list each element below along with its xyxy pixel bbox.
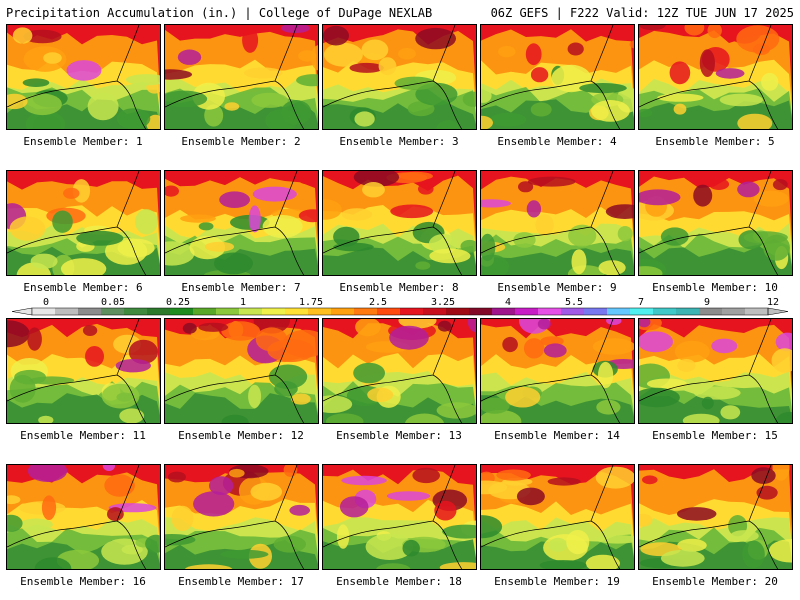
ensemble-member-label: Ensemble Member: 3 [339,135,459,148]
ensemble-member-label: Ensemble Member: 7 [181,281,301,294]
colorbar-swatch [124,308,148,315]
ensemble-member-label: Ensemble Member: 15 [652,429,778,442]
colorbar-swatch [262,308,286,315]
ensemble-member-label: Ensemble Member: 4 [497,135,617,148]
colorbar-tick-label: 0.25 [166,297,190,308]
colorbar-tick-label: 3.25 [431,297,455,308]
ensemble-member-map [164,24,319,130]
ensemble-member-map [480,24,635,130]
ensemble-member-map [322,318,477,424]
colorbar-swatch [722,308,746,315]
ensemble-member-label: Ensemble Member: 6 [23,281,143,294]
colorbar-swatch [101,308,125,315]
colorbar-tick-label: 1.75 [299,297,323,308]
ensemble-member-label: Ensemble Member: 13 [336,429,462,442]
ensemble-member-map [164,464,319,570]
colorbar-swatch [216,308,240,315]
colorbar-tick-label: 7 [638,297,644,308]
colorbar-swatch [699,308,723,315]
colorbar-swatch [377,308,401,315]
ensemble-member-label: Ensemble Member: 19 [494,575,620,588]
colorbar-tick-label: 0 [43,297,49,308]
colorbar-swatch [32,308,56,315]
colorbar-swatch [285,308,309,315]
colorbar-swatch [78,308,102,315]
ensemble-member-label: Ensemble Member: 16 [20,575,146,588]
ensemble-member-label: Ensemble Member: 2 [181,135,301,148]
ensemble-member-map [322,464,477,570]
ensemble-member-map [480,318,635,424]
precip-colorbar: 0 0.05 0.25 1 1.75 2.5 3.25 4 5.5 7 9 12 [11,297,789,316]
ensemble-member-map [6,24,161,130]
colorbar-swatch [239,308,263,315]
ensemble-member-map [6,318,161,424]
ensemble-member-label: Ensemble Member: 11 [20,429,146,442]
ensemble-member-label: Ensemble Member: 20 [652,575,778,588]
ensemble-member-label: Ensemble Member: 14 [494,429,620,442]
colorbar-tick-label: 1 [240,297,246,308]
ensemble-member-label: Ensemble Member: 8 [339,281,459,294]
colorbar-swatch [607,308,631,315]
colorbar-swatch [308,308,332,315]
colorbar-swatch [331,308,355,315]
ensemble-member-map [164,170,319,276]
ensemble-member-map [638,318,793,424]
colorbar-swatch [630,308,654,315]
ensemble-member-label: Ensemble Member: 5 [655,135,775,148]
colorbar-swatch [423,308,447,315]
colorbar-tick-label: 12 [767,297,779,308]
colorbar-swatch [170,308,194,315]
ensemble-member-label: Ensemble Member: 9 [497,281,617,294]
colorbar-swatch [515,308,539,315]
colorbar-swatch [446,308,470,315]
colorbar-tick-label: 0.05 [101,297,125,308]
colorbar-min-arrow [11,307,33,316]
colorbar-tick-label: 4 [505,297,511,308]
ensemble-member-map [638,464,793,570]
ensemble-member-label: Ensemble Member: 18 [336,575,462,588]
ensemble-member-map [480,170,635,276]
colorbar-tick-label: 5.5 [565,297,583,308]
ensemble-member-map [6,170,161,276]
ensemble-member-map [322,170,477,276]
colorbar-swatch [653,308,677,315]
ensemble-member-label: Ensemble Member: 12 [178,429,304,442]
colorbar-swatch [538,308,562,315]
ensemble-member-map [6,464,161,570]
colorbar-swatch [492,308,516,315]
ensemble-member-map [480,464,635,570]
colorbar-swatch [147,308,171,315]
ensemble-member-map [638,170,793,276]
ensemble-member-label: Ensemble Member: 17 [178,575,304,588]
colorbar-swatch [676,308,700,315]
chart-title: Precipitation Accumulation (in.) | Colle… [6,6,433,20]
colorbar-swatch [469,308,493,315]
ensemble-member-map [164,318,319,424]
colorbar-swatch [354,308,378,315]
colorbar-swatch [55,308,79,315]
colorbar-swatch [584,308,608,315]
ensemble-member-map [322,24,477,130]
colorbar-swatch [193,308,217,315]
colorbar-swatch [745,308,769,315]
run-valid-time: 06Z GEFS | F222 Valid: 12Z TUE JUN 17 20… [490,6,794,20]
ensemble-member-label: Ensemble Member: 1 [23,135,143,148]
ensemble-member-map [638,24,793,130]
colorbar-max-arrow [767,307,789,316]
colorbar-swatch [400,308,424,315]
colorbar-tick-label: 9 [704,297,710,308]
colorbar-swatch [561,308,585,315]
ensemble-member-label: Ensemble Member: 10 [652,281,778,294]
colorbar-tick-label: 2.5 [369,297,387,308]
